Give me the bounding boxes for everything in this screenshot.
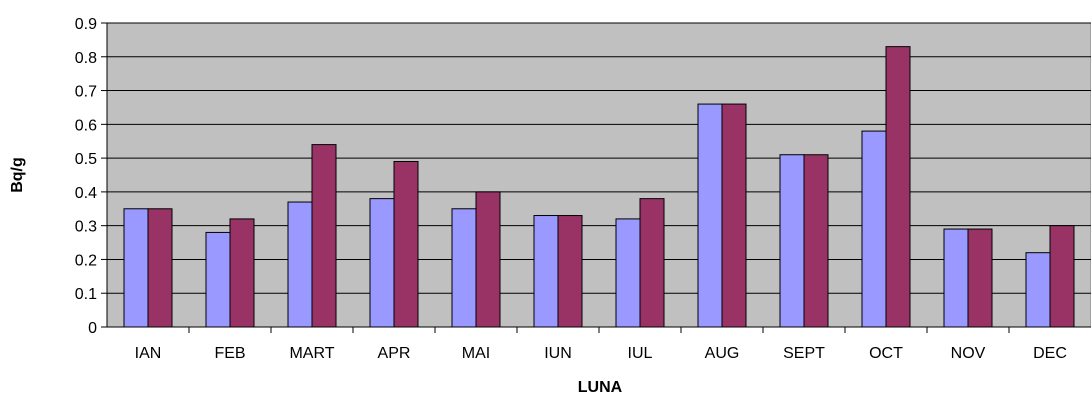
x-tick-label-dec: DEC bbox=[1033, 345, 1067, 362]
x-tick-label-mart: MART bbox=[289, 345, 334, 362]
y-tick-label: 0.7 bbox=[75, 84, 97, 101]
bar-ian-series-1 bbox=[123, 208, 149, 328]
bar-sept-series-1 bbox=[779, 154, 805, 328]
x-axis-title: LUNA bbox=[578, 379, 623, 396]
grid-lines bbox=[107, 22, 1091, 294]
x-tick-label-mai: MAI bbox=[462, 345, 490, 362]
y-axis-title: Bq/g bbox=[9, 157, 26, 193]
x-tick-label-iun: IUN bbox=[544, 345, 572, 362]
bar-feb-series-2 bbox=[229, 218, 255, 328]
y-tick-label: 0.9 bbox=[75, 16, 97, 33]
bar-iun-series-2 bbox=[557, 215, 583, 328]
bar-aug-series-2 bbox=[721, 103, 747, 328]
bar-feb-series-1 bbox=[205, 231, 231, 328]
bar-mart-series-2 bbox=[311, 144, 337, 328]
x-tick-label-aug: AUG bbox=[705, 345, 740, 362]
bar-mart-series-1 bbox=[287, 201, 313, 328]
y-axis-ticks: 0 0.1 0.2 0.3 0.4 0.5 0.6 0.7 0.8 0.9 bbox=[75, 16, 107, 337]
y-tick-label: 0.5 bbox=[75, 151, 97, 168]
bar-iun-series-1 bbox=[533, 215, 559, 328]
bar-oct-series-1 bbox=[861, 130, 887, 328]
y-tick-label: 0 bbox=[88, 320, 97, 337]
bars bbox=[123, 46, 1075, 328]
x-tick-label-ian: IAN bbox=[135, 345, 162, 362]
x-tick-label-nov: NOV bbox=[951, 345, 986, 362]
bar-nov-series-1 bbox=[943, 228, 969, 328]
bar-sept-series-2 bbox=[803, 154, 829, 328]
x-axis-ticks: IAN FEB MART APR MAI IUN IUL AUG SEPT OCT NOV DEC bbox=[135, 327, 1067, 362]
x-tick-label-oct: OCT bbox=[869, 345, 903, 362]
y-tick-label: 0.2 bbox=[75, 252, 97, 269]
y-tick-label: 0.6 bbox=[75, 117, 97, 134]
plot-area bbox=[106, 22, 1091, 328]
y-tick-label: 0.1 bbox=[75, 286, 97, 303]
bar-mai-series-1 bbox=[451, 208, 477, 328]
bar-dec-series-2 bbox=[1049, 225, 1075, 328]
x-tick-label-iul: IUL bbox=[628, 345, 653, 362]
bar-aug-series-1 bbox=[697, 103, 723, 328]
y-tick-label: 0.4 bbox=[75, 185, 97, 202]
bar-iul-series-1 bbox=[615, 218, 641, 328]
bar-apr-series-1 bbox=[369, 198, 395, 328]
bar-dec-series-1 bbox=[1025, 252, 1051, 328]
x-tick-label-sept: SEPT bbox=[783, 345, 825, 362]
bar-ian-series-2 bbox=[147, 208, 173, 328]
bar-oct-series-2 bbox=[885, 46, 911, 328]
bar-nov-series-2 bbox=[967, 228, 993, 328]
x-tick-label-apr: APR bbox=[378, 345, 411, 362]
bar-mai-series-2 bbox=[475, 191, 501, 328]
y-tick-label: 0.3 bbox=[75, 219, 97, 236]
x-tick-label-feb: FEB bbox=[214, 345, 245, 362]
y-tick-label: 0.8 bbox=[75, 50, 97, 67]
bar-iul-series-2 bbox=[639, 198, 665, 328]
bar-apr-series-2 bbox=[393, 160, 419, 328]
